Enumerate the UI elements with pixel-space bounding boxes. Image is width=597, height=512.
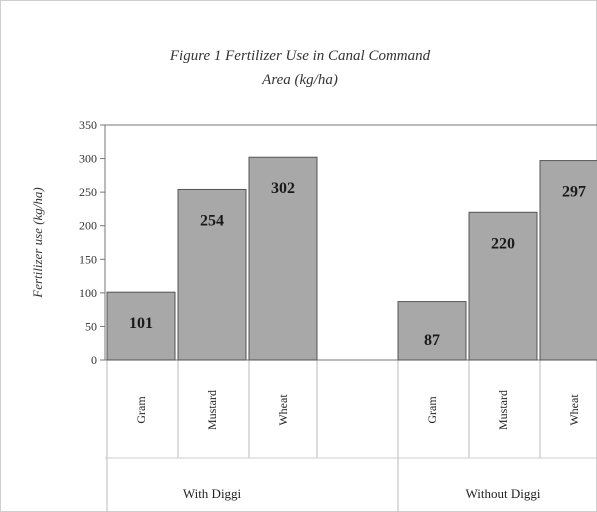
data-label: 101 [129, 315, 153, 332]
y-tick-label: 50 [85, 319, 97, 333]
category-label: Wheat [276, 394, 290, 426]
y-tick-label: 150 [79, 252, 97, 266]
category-label: Wheat [567, 394, 581, 426]
group-label: Without Diggi [466, 486, 541, 501]
bar [468, 211, 538, 361]
axes-layer: 0 50 100 150 200 250 300 350 Fertilizer use (kg/… [30, 118, 597, 512]
labels-layer: 101 Gram 254 Mustard 302 Wheat With Diggi 87 Gra… [129, 180, 586, 501]
data-label: 220 [491, 235, 515, 252]
y-tick-label: 350 [79, 118, 97, 132]
bar [539, 160, 597, 361]
bar [248, 156, 318, 361]
group-label: With Diggi [183, 486, 242, 501]
y-axis-label: Fertilizer use (kg/ha) [30, 187, 45, 298]
bars-layer [106, 156, 597, 361]
y-tick-label: 200 [79, 219, 97, 233]
data-label: 302 [271, 180, 295, 197]
y-tick-label: 300 [79, 152, 97, 166]
data-label: 87 [424, 332, 440, 349]
category-label: Gram [134, 396, 148, 424]
bar [397, 301, 467, 361]
y-tick-label: 100 [79, 286, 97, 300]
chart-title: Figure 1 Fertilizer Use in Canal Command [169, 48, 431, 64]
data-label: 254 [200, 212, 224, 229]
y-tick-label: 0 [91, 353, 97, 367]
y-tick-label: 250 [79, 185, 97, 199]
category-label: Mustard [205, 390, 219, 430]
category-label: Mustard [496, 390, 510, 430]
bar [177, 188, 247, 361]
data-label: 297 [562, 184, 586, 201]
chart-subtitle: Area (kg/ha) [261, 72, 338, 88]
category-label: Gram [425, 396, 439, 424]
bar [106, 291, 176, 361]
